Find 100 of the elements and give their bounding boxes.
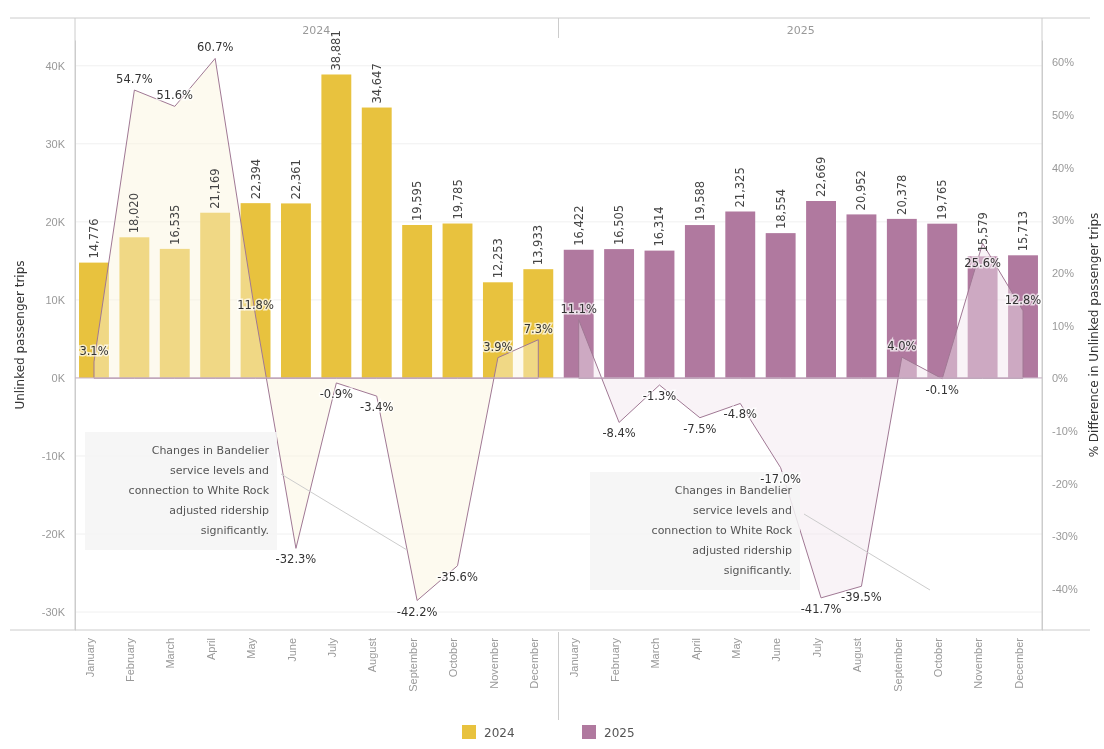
text: 2025 <box>786 24 815 37</box>
data-label: -4.8% <box>723 407 758 422</box>
data-label: 60.7% <box>196 40 234 55</box>
data-label: 16,505 <box>612 204 627 246</box>
data-label: 16,535 <box>167 204 182 245</box>
y2-tick-label: -40% <box>1052 582 1078 595</box>
y2-tick-label: -10% <box>1052 424 1078 437</box>
bar <box>725 211 756 378</box>
data-label: -42.2% <box>396 604 438 619</box>
x-tick-label: November <box>487 637 500 689</box>
bar <box>604 249 635 378</box>
data-label: 12,253 <box>490 238 505 279</box>
x-tick-label: January <box>568 637 581 678</box>
bar <box>927 223 958 378</box>
data-label: -0.9% <box>319 386 354 401</box>
y-tick-label: 10K <box>45 293 66 306</box>
data-label: 7.3% <box>523 321 553 336</box>
y2-tick-label: -20% <box>1052 477 1078 490</box>
x-tick-label: September <box>891 637 904 692</box>
data-label: 19,785 <box>450 179 465 220</box>
x-tick-label: July <box>326 637 339 658</box>
data-label: -1.3% <box>642 389 677 404</box>
data-label: -39.5% <box>841 590 882 605</box>
x-tick-label: October <box>931 637 944 678</box>
x-tick-label: February <box>124 637 137 683</box>
data-label: 20,952 <box>854 170 869 211</box>
annotation: Changes in Bandelier service levels and connection to White Rock adjusted ridership significantly. <box>651 484 793 577</box>
data-label: 3.1% <box>79 343 109 358</box>
x-tick-label: December <box>1012 637 1025 689</box>
bar <box>442 223 473 378</box>
legend-label: 2025 <box>604 726 635 740</box>
x-tick-label: November <box>972 637 985 689</box>
y2-tick-label: 0% <box>1052 372 1069 385</box>
data-label: 4.0% <box>887 339 917 354</box>
data-label: -0.1% <box>925 382 959 397</box>
data-label: 16,314 <box>652 206 667 247</box>
x-tick-label: December <box>528 637 540 689</box>
y-tick-label: 40K <box>45 59 66 72</box>
data-label: 18,554 <box>773 188 788 230</box>
x-tick-label: March <box>649 638 662 669</box>
y-tick-label: 30K <box>45 137 66 150</box>
data-label: 21,169 <box>208 168 223 209</box>
data-label: -41.7% <box>800 601 842 616</box>
y2-tick-label: 30% <box>1052 214 1075 227</box>
text: 2024 <box>302 24 331 37</box>
data-label: 15,579 <box>975 212 990 253</box>
x-tick-label: August <box>851 638 864 673</box>
data-label: 14,776 <box>86 218 101 259</box>
data-label: 18,020 <box>127 193 142 234</box>
data-label: 15,713 <box>1016 211 1031 252</box>
bar <box>281 203 311 378</box>
data-label: 16,422 <box>571 205 586 246</box>
x-tick-label: February <box>608 637 621 683</box>
x-tick-label: October <box>447 637 460 678</box>
data-label: 34,647 <box>369 63 384 104</box>
data-label: 19,588 <box>692 180 707 222</box>
y2-axis-title: % Difference in Unlinked passenger trips <box>1087 212 1101 458</box>
legend-label: 2024 <box>484 726 515 740</box>
bar <box>644 250 675 378</box>
x-tick-label: March <box>164 638 177 669</box>
data-label: 38,881 <box>329 30 344 71</box>
y2-tick-label: 20% <box>1052 266 1075 279</box>
x-tick-label: September <box>406 637 419 692</box>
y-tick-label: 20K <box>45 215 66 228</box>
data-label: -32.3% <box>275 552 317 567</box>
bar <box>684 225 715 378</box>
x-tick-label: January <box>83 637 96 678</box>
data-label: 20,378 <box>894 174 909 215</box>
data-label: -8.4% <box>602 426 636 441</box>
data-label: 22,394 <box>248 158 263 200</box>
data-label: 54.7% <box>116 72 153 87</box>
x-tick-label: May <box>245 637 258 659</box>
data-label: -7.5% <box>683 421 717 436</box>
y-axis-title: Unlinked passenger trips <box>13 260 27 410</box>
x-tick-label: July <box>810 637 823 658</box>
data-label: 19,595 <box>410 180 425 221</box>
bar <box>200 212 231 378</box>
y-tick-label: -10K <box>41 449 66 462</box>
data-label: -35.6% <box>437 569 478 584</box>
bar <box>361 107 392 378</box>
data-label: 21,325 <box>733 167 748 208</box>
x-tick-label: April <box>689 638 702 661</box>
y2-tick-label: 10% <box>1052 319 1075 332</box>
bar <box>119 237 150 378</box>
y2-tick-label: 40% <box>1052 161 1075 174</box>
y-tick-label: -20K <box>41 528 66 541</box>
bar <box>846 214 877 378</box>
data-label: 13,933 <box>531 224 546 266</box>
y2-tick-label: 60% <box>1052 56 1075 69</box>
x-tick-label: August <box>366 638 379 673</box>
y2-tick-label: 50% <box>1052 108 1075 121</box>
data-label: -3.4% <box>360 400 394 415</box>
y2-tick-label: -30% <box>1052 530 1078 543</box>
data-label: 3.9% <box>483 339 513 354</box>
data-label: 22,669 <box>814 156 829 198</box>
data-label: 19,765 <box>935 179 950 220</box>
x-tick-label: June <box>770 638 783 662</box>
bar <box>806 201 836 378</box>
data-label: 51.6% <box>156 88 194 103</box>
x-tick-label: June <box>285 638 298 662</box>
